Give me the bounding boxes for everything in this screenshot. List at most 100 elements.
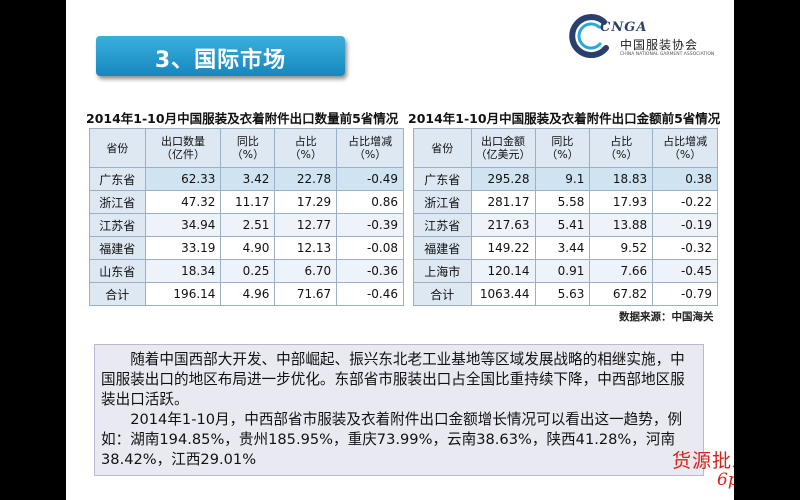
cnga-swoosh-icon [569,14,609,58]
value-cell: -0.08 [336,236,404,260]
table-row: 浙江省 47.32 11.17 17.29 0.86 [89,190,404,214]
value-cell: 67.82 [589,282,654,306]
value-cell: 4.96 [220,282,276,306]
value-cell: 12.13 [274,236,338,260]
column-header: 占比增减 （%） [652,128,718,168]
table-row: 江苏省 217.63 5.41 13.88 -0.19 [413,213,718,237]
table-header-row: 省份 出口金额 （亿美元） 同比 （%） 占比 （%） 占比增减 （%） [413,128,718,168]
column-header: 同比 （%） [534,128,591,168]
value-cell: -0.39 [336,213,404,237]
column-header: 占比增减 （%） [336,128,404,168]
table-row: 江苏省 34.94 2.51 12.77 -0.39 [89,213,404,237]
value-cell: 7.66 [589,259,654,283]
value-cell: 17.93 [589,190,654,214]
export-value-table: 省份 出口金额 （亿美元） 同比 （%） 占比 （%） 占比增减 （%） 广东省 295.… [413,128,718,306]
column-header: 出口数量 （亿件） [144,128,222,168]
value-cell: 5.41 [534,213,591,237]
value-cell: 12.77 [274,213,338,237]
province-cell: 广东省 [89,167,146,191]
province-cell: 福建省 [413,236,472,260]
cnga-logo: CNGA 中国服装协会 CHINA NATIONAL GARMENT ASSOC… [566,14,734,64]
value-cell: 71.67 [274,282,338,306]
value-cell: 34.94 [144,213,222,237]
value-cell: 2.51 [220,213,276,237]
value-cell: -0.49 [336,167,404,191]
value-cell: 5.58 [534,190,591,214]
column-header: 占比 （%） [274,128,338,168]
table-row: 浙江省 281.17 5.58 17.93 -0.22 [413,190,718,214]
province-cell: 合计 [89,282,146,306]
watermark-url: 6pf.cn [717,470,734,490]
province-cell: 上海市 [413,259,472,283]
section-title-box: 3、国际市场 [96,36,345,76]
province-cell: 江苏省 [89,213,146,237]
column-header: 省份 [413,128,472,168]
logo-cn-name: 中国服装协会 [620,38,699,52]
value-cell: 3.42 [220,167,276,191]
value-cell: 13.88 [589,213,654,237]
value-cell: 120.14 [470,259,536,283]
value-cell: 5.63 [534,282,591,306]
table-header-row: 省份 出口数量 （亿件） 同比 （%） 占比 （%） 占比增减 （%） [89,128,404,168]
value-cell: 0.38 [652,167,718,191]
logo-abbr: CNGA [600,20,648,35]
value-cell: -0.46 [336,282,404,306]
value-cell: 33.19 [144,236,222,260]
table-row: 福建省 33.19 4.90 12.13 -0.08 [89,236,404,260]
value-cell: 196.14 [144,282,222,306]
column-header: 占比 （%） [589,128,654,168]
value-cell: -0.32 [652,236,718,260]
logo-en-name: CHINA NATIONAL GARMENT ASSOCIATION [620,52,715,57]
column-header: 同比 （%） [220,128,276,168]
value-cell: 18.83 [589,167,654,191]
value-cell: -0.79 [652,282,718,306]
value-cell: 1063.44 [470,282,536,306]
value-cell: 0.25 [220,259,276,283]
province-cell: 合计 [413,282,472,306]
section-title: 3、国际市场 [154,48,287,73]
value-cell: 47.32 [144,190,222,214]
table-row: 合计 1063.44 5.63 67.82 -0.79 [413,282,718,306]
value-cell: 18.34 [144,259,222,283]
table-row: 福建省 149.22 3.44 9.52 -0.32 [413,236,718,260]
value-cell: -0.45 [652,259,718,283]
table-row: 上海市 120.14 0.91 7.66 -0.45 [413,259,718,283]
province-cell: 广东省 [413,167,472,191]
value-cell: 22.78 [274,167,338,191]
province-cell: 江苏省 [413,213,472,237]
value-cell: 0.91 [534,259,591,283]
value-cell: -0.36 [336,259,404,283]
value-cell: 295.28 [470,167,536,191]
left-table-title: 2014年1-10月中国服装及衣着附件出口数量前5省情况 [86,111,399,126]
value-cell: -0.22 [652,190,718,214]
table-row: 合计 196.14 4.96 71.67 -0.46 [89,282,404,306]
right-table-title: 2014年1-10月中国服装及衣着附件出口金额前5省情况 [408,111,721,126]
paragraph-2: 2014年1-10月，中西部省市服装及衣着附件出口金额增长情况可以看出这一趋势，… [101,411,683,468]
watermark-text: 货源批发网 [672,450,734,472]
value-cell: 9.1 [534,167,591,191]
value-cell: 9.52 [589,236,654,260]
value-cell: 149.22 [470,236,536,260]
value-cell: 4.90 [220,236,276,260]
slide: 3、国际市场 CNGA 中国服装协会 CHINA NATIONAL GARMEN… [66,0,734,500]
table-row: 山东省 18.34 0.25 6.70 -0.36 [89,259,404,283]
table-row: 广东省 62.33 3.42 22.78 -0.49 [89,167,404,191]
value-cell: 3.44 [534,236,591,260]
value-cell: 281.17 [470,190,536,214]
value-cell: -0.19 [652,213,718,237]
province-cell: 浙江省 [89,190,146,214]
analysis-text-box: 随着中国西部大开发、中部崛起、振兴东北老工业基地等区域发展战略的相继实施，中国服… [94,344,704,476]
province-cell: 福建省 [89,236,146,260]
province-cell: 浙江省 [413,190,472,214]
value-cell: 17.29 [274,190,338,214]
value-cell: 217.63 [470,213,536,237]
value-cell: 0.86 [336,190,404,214]
value-cell: 11.17 [220,190,276,214]
export-quantity-table: 省份 出口数量 （亿件） 同比 （%） 占比 （%） 占比增减 （%） 广东省 62.33… [89,128,404,306]
table-row: 广东省 295.28 9.1 18.83 0.38 [413,167,718,191]
value-cell: 6.70 [274,259,338,283]
column-header: 省份 [89,128,146,168]
province-cell: 山东省 [89,259,146,283]
value-cell: 62.33 [144,167,222,191]
column-header: 出口金额 （亿美元） [470,128,536,168]
